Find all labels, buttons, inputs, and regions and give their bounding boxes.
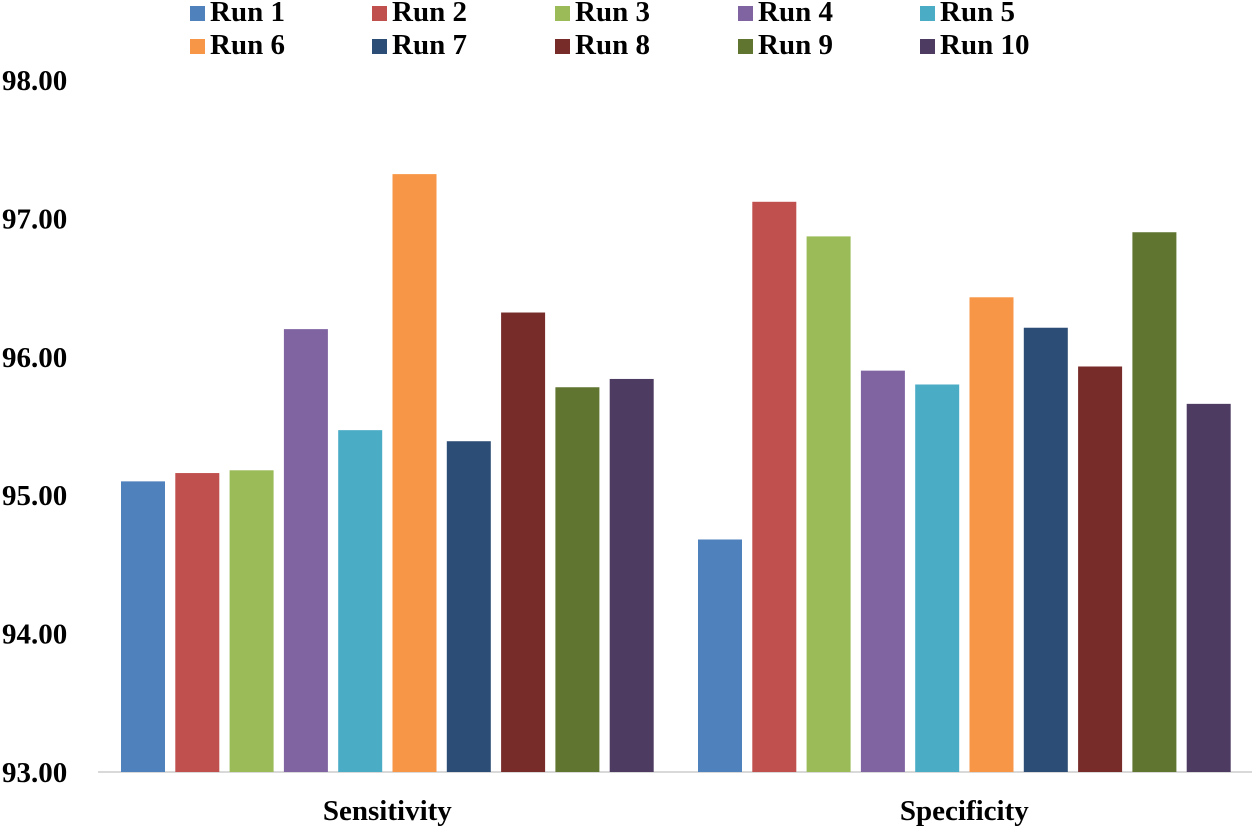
bar-specificity-run-10 (1186, 403, 1231, 772)
bar-sensitivity-run-4 (283, 329, 328, 772)
bar-sensitivity-run-2 (175, 473, 220, 772)
legend-swatch (372, 39, 387, 54)
legend-label: Run 8 (575, 29, 650, 61)
y-tick-label: 94.00 (2, 619, 67, 651)
y-tick-label: 96.00 (2, 342, 67, 374)
bar-sensitivity-run-7 (446, 441, 491, 772)
bar-sensitivity-run-3 (229, 470, 274, 772)
legend-label: Run 5 (940, 0, 1015, 28)
bar-sensitivity-run-1 (121, 481, 165, 772)
legend-label: Run 6 (210, 29, 285, 61)
category-label: Specificity (900, 795, 1029, 827)
legend-label: Run 7 (392, 29, 467, 61)
legend: Run 1 Run 2 Run 3 Run 4 Run 5 Run 6 Run 7 Run 8… (190, 0, 1029, 61)
bar-specificity-run-8 (1078, 366, 1123, 772)
bars (121, 174, 1231, 773)
legend-swatch (372, 6, 387, 21)
legend-label: Run 3 (575, 0, 650, 28)
legend-label: Run 1 (210, 0, 285, 28)
x-axis: Sensitivity Specificity (323, 795, 1029, 827)
legend-swatch (190, 6, 205, 21)
bar-specificity-run-2 (752, 201, 797, 773)
bar-sensitivity-run-8 (501, 312, 546, 772)
y-tick-label: 97.00 (2, 203, 67, 235)
legend-swatch (738, 39, 753, 54)
bar-sensitivity-run-10 (609, 378, 654, 772)
bar-sensitivity-run-5 (338, 430, 383, 772)
y-tick-label: 98.00 (2, 65, 67, 97)
category-label: Sensitivity (323, 795, 452, 827)
legend-swatch (555, 6, 570, 21)
bar-specificity-run-3 (806, 236, 851, 773)
bar-sensitivity-run-9 (555, 387, 600, 772)
bar-specificity-run-9 (1132, 232, 1177, 773)
bar-specificity-run-4 (860, 370, 905, 772)
bar-specificity-run-5 (915, 384, 960, 772)
y-tick-label: 93.00 (2, 757, 67, 789)
legend-swatch (738, 6, 753, 21)
legend-swatch (555, 39, 570, 54)
legend-label: Run 9 (758, 29, 833, 61)
bar-specificity-run-7 (1023, 327, 1068, 772)
legend-label: Run 10 (940, 29, 1029, 61)
y-tick-label: 95.00 (2, 480, 67, 512)
legend-swatch (920, 39, 935, 54)
legend-swatch (920, 6, 935, 21)
legend-label: Run 4 (758, 0, 833, 28)
legend-label: Run 2 (392, 0, 467, 28)
bar-specificity-run-6 (969, 297, 1014, 772)
legend-swatch (190, 39, 205, 54)
bar-specificity-run-1 (698, 539, 742, 772)
bar-sensitivity-run-6 (392, 174, 437, 772)
